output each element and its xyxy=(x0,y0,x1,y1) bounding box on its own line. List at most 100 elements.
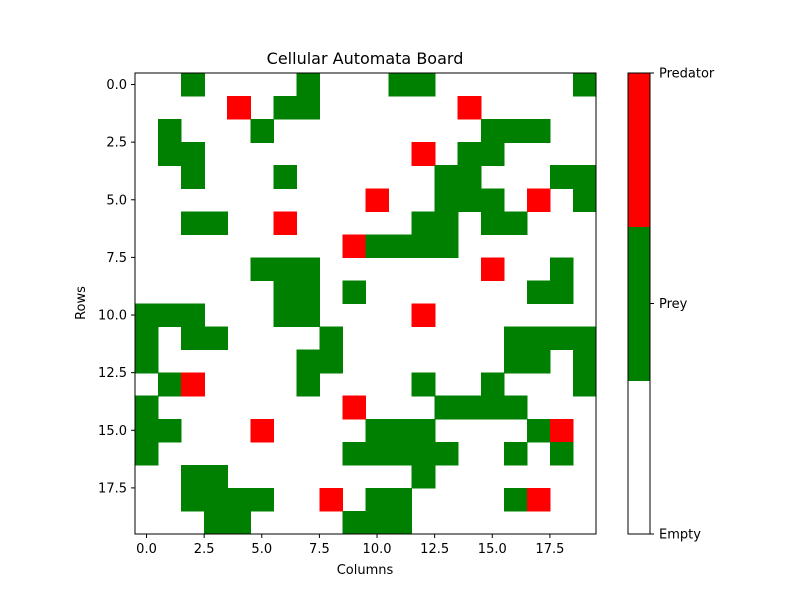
prey-cell xyxy=(135,395,159,420)
prey-cell xyxy=(480,142,505,166)
prey-cell xyxy=(342,441,367,466)
y-tick-label: 17.5 xyxy=(98,481,127,496)
prey-cell xyxy=(411,418,436,443)
x-tick-label: 15.0 xyxy=(478,542,507,557)
predator-cell xyxy=(342,234,367,258)
prey-cell xyxy=(227,510,251,535)
prey-cell xyxy=(549,441,574,466)
y-tick-label: 7.5 xyxy=(106,251,127,266)
prey-cell xyxy=(204,211,228,235)
colorbar-segment-predator xyxy=(628,73,650,228)
y-tick-label: 10.0 xyxy=(98,309,127,324)
prey-cell xyxy=(388,510,413,535)
prey-cell xyxy=(572,73,597,97)
prey-cell xyxy=(296,349,320,374)
prey-cell xyxy=(480,211,505,235)
prey-cell xyxy=(296,372,320,397)
prey-cell xyxy=(135,326,159,351)
prey-cell xyxy=(181,165,205,189)
prey-cell xyxy=(411,441,436,466)
prey-cell xyxy=(365,418,390,443)
colorbar-segment-prey xyxy=(628,226,650,381)
colorbar-tick-label: Predator xyxy=(659,67,715,82)
prey-cell xyxy=(572,349,597,374)
predator-cell xyxy=(526,188,551,212)
prey-cell xyxy=(181,326,205,351)
prey-cell xyxy=(135,418,159,443)
chart-title: Cellular Automata Board xyxy=(267,49,464,68)
predator-cell xyxy=(250,418,274,443)
prey-cell xyxy=(296,96,320,120)
x-tick-label: 17.5 xyxy=(535,542,564,557)
prey-cell xyxy=(480,372,505,397)
prey-cell xyxy=(135,349,159,374)
prey-cell xyxy=(457,165,482,189)
colorbar: Empty Prey Predator xyxy=(627,67,715,543)
prey-cell xyxy=(296,257,320,282)
prey-cell xyxy=(411,73,436,97)
y-axis-label: Rows xyxy=(74,286,89,320)
prey-cell xyxy=(135,303,159,328)
predator-cell xyxy=(227,96,251,120)
prey-cell xyxy=(181,464,205,489)
x-tick-label: 0.0 xyxy=(136,542,157,557)
prey-cell xyxy=(526,326,551,351)
prey-cell xyxy=(296,73,320,97)
colorbar-tick-label: Prey xyxy=(659,297,688,312)
prey-cell xyxy=(365,487,390,512)
y-axis: 0.0 2.5 5.0 7.5 10.0 12.5 15.0 17.5 xyxy=(98,78,135,496)
prey-cell xyxy=(388,441,413,466)
x-tick-label: 2.5 xyxy=(194,542,215,557)
prey-cell xyxy=(434,211,459,235)
prey-cell xyxy=(250,119,274,143)
prey-cell xyxy=(434,234,459,258)
prey-cell xyxy=(204,510,228,535)
y-tick-label: 0.0 xyxy=(106,78,127,93)
prey-cell xyxy=(158,119,182,143)
prey-cell xyxy=(572,326,597,351)
predator-cell xyxy=(181,372,205,397)
prey-cell xyxy=(503,119,528,143)
prey-cell xyxy=(549,165,574,189)
predator-cell xyxy=(549,418,574,443)
prey-cell xyxy=(480,395,505,420)
prey-cell xyxy=(204,487,228,512)
prey-cell xyxy=(549,326,574,351)
prey-cell xyxy=(549,280,574,305)
prey-cell xyxy=(273,165,297,189)
prey-cell xyxy=(526,280,551,305)
prey-cell xyxy=(158,418,182,443)
prey-cell xyxy=(227,487,251,512)
prey-cell xyxy=(434,441,459,466)
x-tick-label: 10.0 xyxy=(363,542,392,557)
prey-cell xyxy=(342,280,367,305)
prey-cell xyxy=(572,372,597,397)
prey-cell xyxy=(273,280,297,305)
prey-cell xyxy=(319,349,344,374)
prey-cell xyxy=(388,73,413,97)
prey-cell xyxy=(411,372,436,397)
prey-cell xyxy=(503,326,528,351)
y-tick-label: 12.5 xyxy=(98,366,127,381)
prey-cell xyxy=(158,303,182,328)
predator-cell xyxy=(411,142,436,166)
prey-cell xyxy=(480,188,505,212)
predator-cell xyxy=(526,487,551,512)
prey-cell xyxy=(296,303,320,328)
predator-cell xyxy=(319,487,344,512)
prey-cell xyxy=(181,303,205,328)
predator-cell xyxy=(480,257,505,282)
prey-cell xyxy=(480,119,505,143)
prey-cell xyxy=(296,280,320,305)
prey-cell xyxy=(411,464,436,489)
prey-cell xyxy=(181,211,205,235)
prey-cell xyxy=(273,303,297,328)
prey-cell xyxy=(250,487,274,512)
predator-cell xyxy=(411,303,436,328)
prey-cell xyxy=(181,73,205,97)
prey-cell xyxy=(365,441,390,466)
heatmap-plot-area xyxy=(134,72,597,535)
y-tick-label: 2.5 xyxy=(106,136,127,151)
x-tick-label: 5.0 xyxy=(251,542,272,557)
x-tick-label: 12.5 xyxy=(420,542,449,557)
